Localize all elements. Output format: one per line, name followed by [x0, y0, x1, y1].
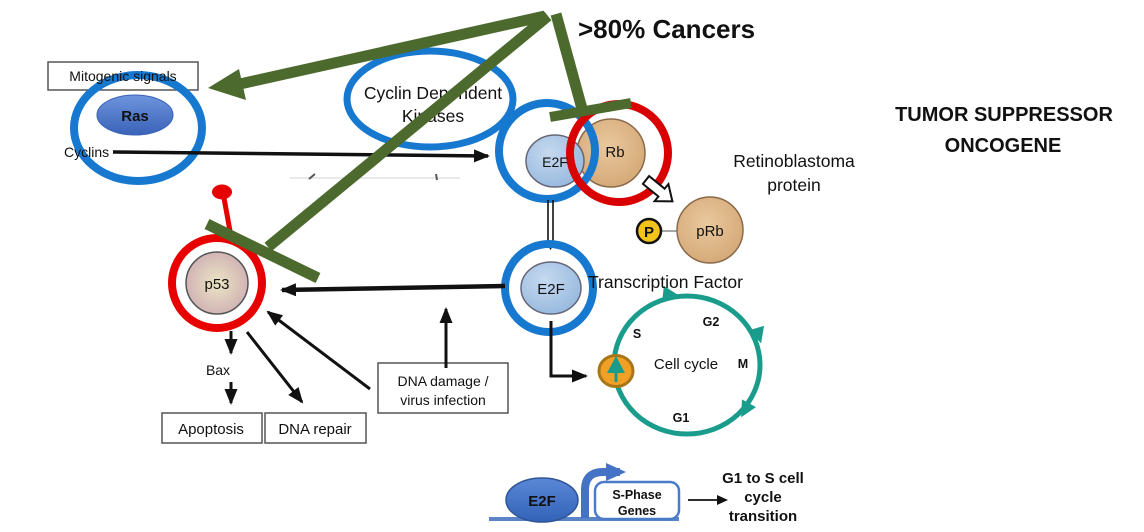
faint-artifact-mark: [308, 173, 316, 180]
dna-damage-label-line1: DNA damage /: [397, 373, 488, 389]
cycle-arrowhead-top: [662, 285, 679, 302]
s-phase-genes-label-line2: Genes: [618, 504, 656, 518]
dna-damage-box: [377, 362, 509, 414]
p53-red-ring: [168, 234, 266, 332]
rb-label: Rb: [605, 144, 624, 161]
green-tbar-e2f-rb: [549, 98, 632, 122]
p53-label: p53: [204, 276, 229, 293]
ras-blue-ring: [70, 71, 206, 185]
dna-damage-label-line2: virus infection: [400, 392, 486, 408]
e2f-bottom-label: E2F: [528, 493, 556, 510]
g1s-label-line2: cycle: [744, 489, 782, 506]
bax-label: Bax: [206, 362, 230, 378]
phase-m-label: M: [738, 357, 748, 371]
ras-oval: [96, 94, 174, 136]
e2f-free-label: E2F: [537, 281, 565, 298]
cyclins-to-e2f-arrow: [112, 149, 490, 163]
dna-repair-box: [264, 412, 367, 444]
e2f-blue-ring: [495, 99, 599, 203]
cycle-arrowhead-bottom: [741, 399, 756, 418]
phase-s-label: S: [633, 327, 641, 341]
tumor-suppressor-label: TUMOR SUPPRESSOR: [895, 104, 1113, 126]
s-phase-genes-box: [593, 480, 681, 521]
phase-g2-label: G2: [703, 315, 720, 329]
e2f-free-oval: [520, 261, 582, 315]
g1s-label-line1: G1 to S cell: [722, 470, 804, 487]
dna-repair-label: DNA repair: [278, 421, 351, 438]
transcription-factor-label: Transcription Factor: [588, 272, 743, 292]
p53-to-dna-repair-arrow: [245, 331, 304, 404]
green-line-to-ras: [238, 10, 547, 90]
retinoblastoma-label-line2: protein: [767, 175, 821, 195]
p53-circle: [185, 251, 249, 315]
cell-cycle-label: Cell cycle: [654, 356, 718, 373]
apoptosis-box: [161, 412, 263, 444]
phospho-label: P: [644, 224, 654, 241]
green-tbar-p53: [204, 219, 321, 283]
transcription-start-arrow: [581, 463, 626, 518]
cycle-arrowhead-right: [748, 325, 765, 344]
green-line-to-p53: [264, 11, 552, 252]
phospho-badge: [635, 217, 663, 245]
oncogene-label: ONCOGENE: [945, 135, 1062, 157]
cancers-title: >80% Cancers: [578, 14, 755, 44]
mitogenic-signals-label: Mitogenic signals: [69, 68, 176, 84]
node-arrowhead-up: [607, 356, 625, 373]
phosphorylation-open-arrow: [641, 174, 674, 203]
prb-label: pRb: [696, 223, 724, 240]
e2f-upper-label: E2F: [542, 154, 568, 170]
cyclins-label: Cyclins: [64, 144, 109, 160]
apoptosis-label: Apoptosis: [178, 421, 244, 438]
s-phase-genes-label-line1: S-Phase: [612, 488, 661, 502]
faint-artifact-mark: [435, 173, 438, 181]
green-line-to-e2f-rb: [550, 12, 590, 118]
green-arrowhead-ras: [208, 69, 246, 100]
cdk-blue-ring: [343, 47, 517, 151]
ras-label: Ras: [121, 108, 149, 125]
e2f-bottom-oval: [505, 477, 579, 523]
cdk-label-line1: Cyclin Dependent: [364, 83, 502, 103]
prb-circle: [676, 196, 744, 264]
e2f-to-cell-cycle-arrow: [549, 321, 588, 383]
retinoblastoma-label-line1: Retinoblastoma: [733, 151, 855, 171]
dna-damage-to-p53-arrow: [266, 310, 371, 391]
g1s-label-line3: transition: [729, 508, 797, 525]
phase-g1-label: G1: [673, 411, 690, 425]
e2f-to-p53-arrow: [280, 283, 506, 297]
red-pin-head: [212, 184, 232, 200]
